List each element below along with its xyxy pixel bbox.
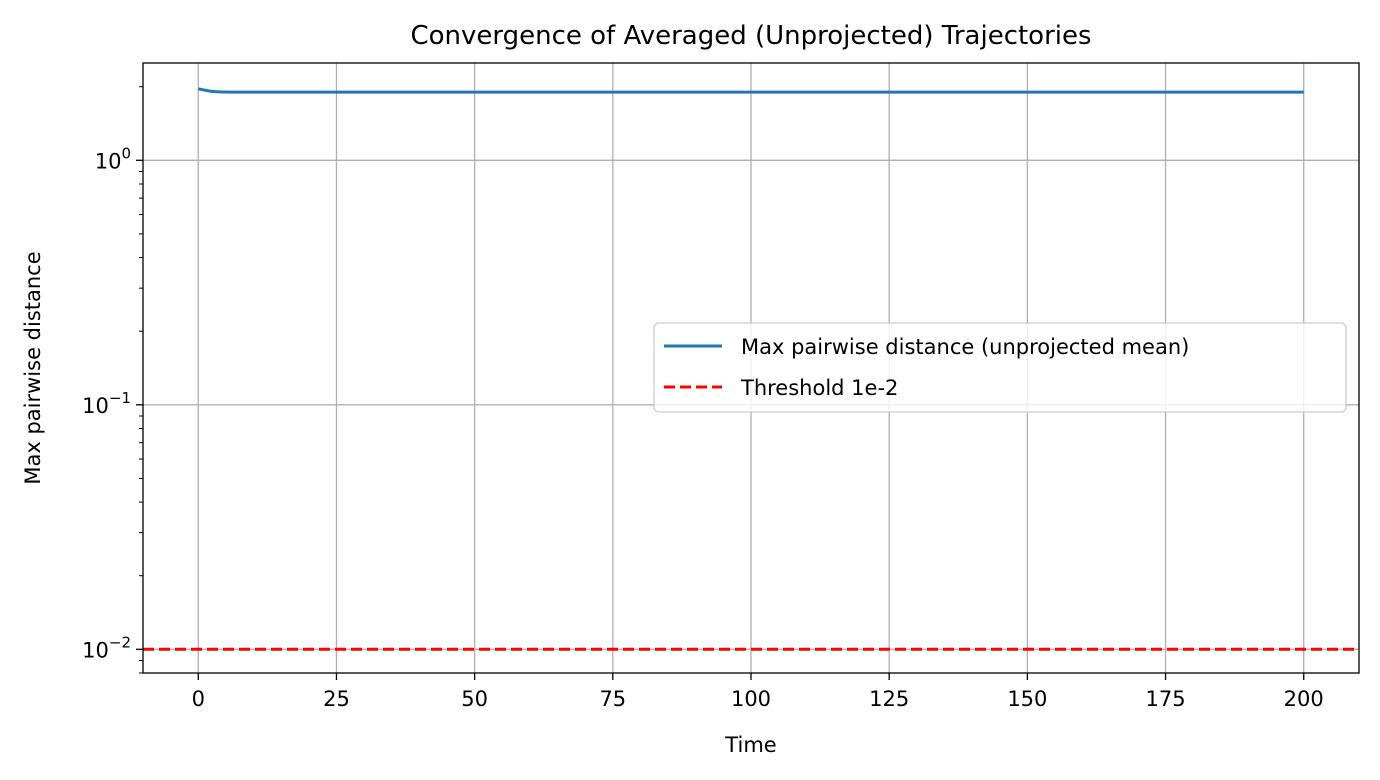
x-tick-label: 175: [1145, 687, 1185, 711]
x-tick-label: 75: [599, 687, 626, 711]
plot-series: [143, 87, 1359, 651]
x-tick-label: 125: [869, 687, 909, 711]
x-tick-label: 200: [1284, 687, 1324, 711]
legend-label-series-1: Max pairwise distance (unprojected mean): [741, 335, 1189, 359]
x-tick-label: 50: [461, 687, 488, 711]
legend: Max pairwise distance (unprojected mean)…: [653, 322, 1347, 413]
y-tick-label-base: 10: [82, 394, 109, 418]
y-tick-label-exponent: 0: [121, 144, 131, 162]
chart-title: Convergence of Averaged (Unprojected) Tr…: [410, 21, 1091, 51]
legend-label-series-2: Threshold 1e-2: [740, 376, 898, 400]
y-tick-label-base: 10: [95, 149, 122, 173]
x-tick-label: 100: [731, 687, 771, 711]
x-tick-label: 0: [192, 687, 205, 711]
y-axis-label: Max pairwise distance: [21, 251, 45, 484]
legend-box: [653, 322, 1347, 413]
y-tick-label-exponent: −2: [109, 633, 131, 651]
x-tick-label: 25: [323, 687, 350, 711]
series-line-1: [197, 87, 1304, 94]
x-tick-label: 150: [1007, 687, 1047, 711]
y-tick-label-exponent: −1: [109, 389, 131, 407]
x-axis-label: Time: [724, 733, 776, 757]
y-tick-label: 10−1: [82, 389, 131, 418]
y-tick-label: 10−2: [82, 633, 131, 662]
y-tick-label: 100: [95, 144, 131, 173]
y-tick-label-base: 10: [82, 638, 109, 662]
